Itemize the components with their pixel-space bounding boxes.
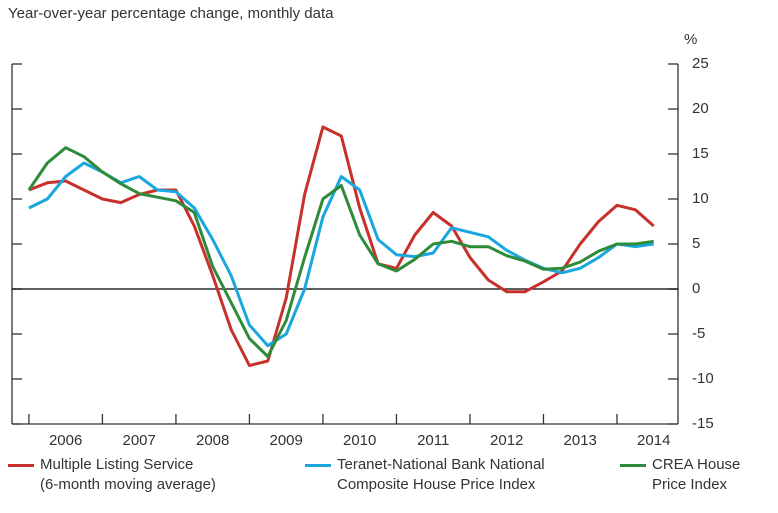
legend-swatch — [8, 464, 34, 467]
x-tick-label: 2010 — [343, 432, 376, 449]
y-unit: % — [684, 31, 697, 48]
y-tick-label: 10 — [692, 190, 709, 207]
y-tick-label: 25 — [692, 55, 709, 72]
chart-subtitle: Year-over-year percentage change, monthl… — [8, 5, 334, 22]
legend-entry: CREA House Price Index — [620, 455, 740, 495]
legend-label: Teranet-National Bank National Composite… — [337, 456, 545, 493]
legend-swatch — [620, 464, 646, 467]
y-tick-label: 5 — [692, 235, 700, 252]
x-tick-label: 2008 — [196, 432, 229, 449]
series-line — [27, 146, 654, 358]
x-tick-label: 2013 — [564, 432, 597, 449]
y-tick-label: -15 — [692, 415, 714, 432]
legend-entry: Teranet-National Bank National Composite… — [305, 455, 545, 495]
x-tick-label: 2012 — [490, 432, 523, 449]
legend-entry: Multiple Listing Service (6-month moving… — [8, 455, 216, 495]
legend-swatch — [305, 464, 331, 467]
legend-label: CREA House Price Index — [652, 456, 741, 493]
y-tick-label: 0 — [692, 280, 700, 297]
legend-label: Multiple Listing Service (6-month moving… — [40, 456, 216, 493]
y-tick-label: 20 — [692, 100, 709, 117]
series-line — [28, 125, 655, 367]
x-tick-label: 2009 — [270, 432, 303, 449]
x-tick-label: 2014 — [637, 432, 670, 449]
x-tick-label: 2007 — [122, 432, 155, 449]
y-tick-label: -10 — [692, 370, 714, 387]
y-tick-label: -5 — [692, 325, 705, 342]
y-tick-label: 15 — [692, 145, 709, 162]
x-tick-label: 2006 — [49, 432, 82, 449]
x-tick-label: 2011 — [417, 432, 449, 449]
series-line — [28, 161, 654, 348]
